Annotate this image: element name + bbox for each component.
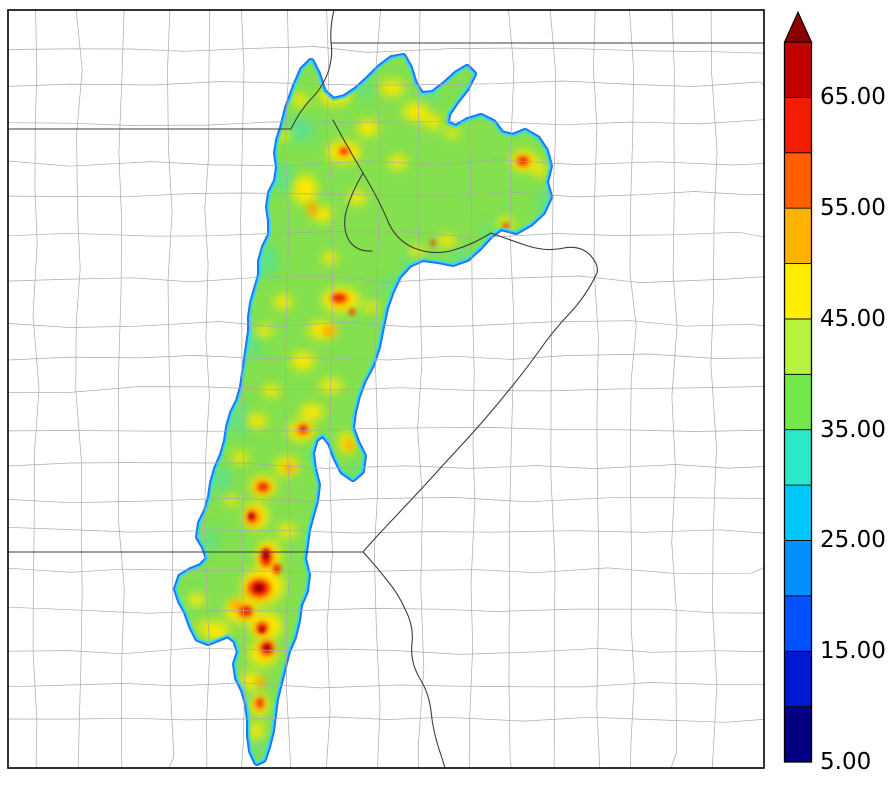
colorbar-tick-label: 45.00 [820,306,886,332]
county-boundaries [7,9,765,769]
colorbar-segments [784,41,812,763]
colorbar [783,10,813,763]
colorbar-tick-label: 25.00 [820,527,886,553]
colorbar-border [783,41,813,763]
colorbar-tick-label: 15.00 [820,638,886,664]
river-meander [332,119,598,274]
state-line-river-north [290,9,335,130]
river-branch [344,172,373,252]
colorbar-tick-label: 55.00 [820,195,886,221]
colorbar-arrow [783,10,813,43]
colorbar-tick-label: 35.00 [820,417,886,443]
state-line-missouri-river [362,272,598,553]
colorbar-tick-label: 65.00 [820,84,886,110]
colorbar-tick-label: 5.00 [820,749,872,775]
state-boundaries [7,9,765,769]
state-line-river-south [362,551,446,769]
map-frame [7,9,765,769]
yellow-patches [187,80,546,740]
